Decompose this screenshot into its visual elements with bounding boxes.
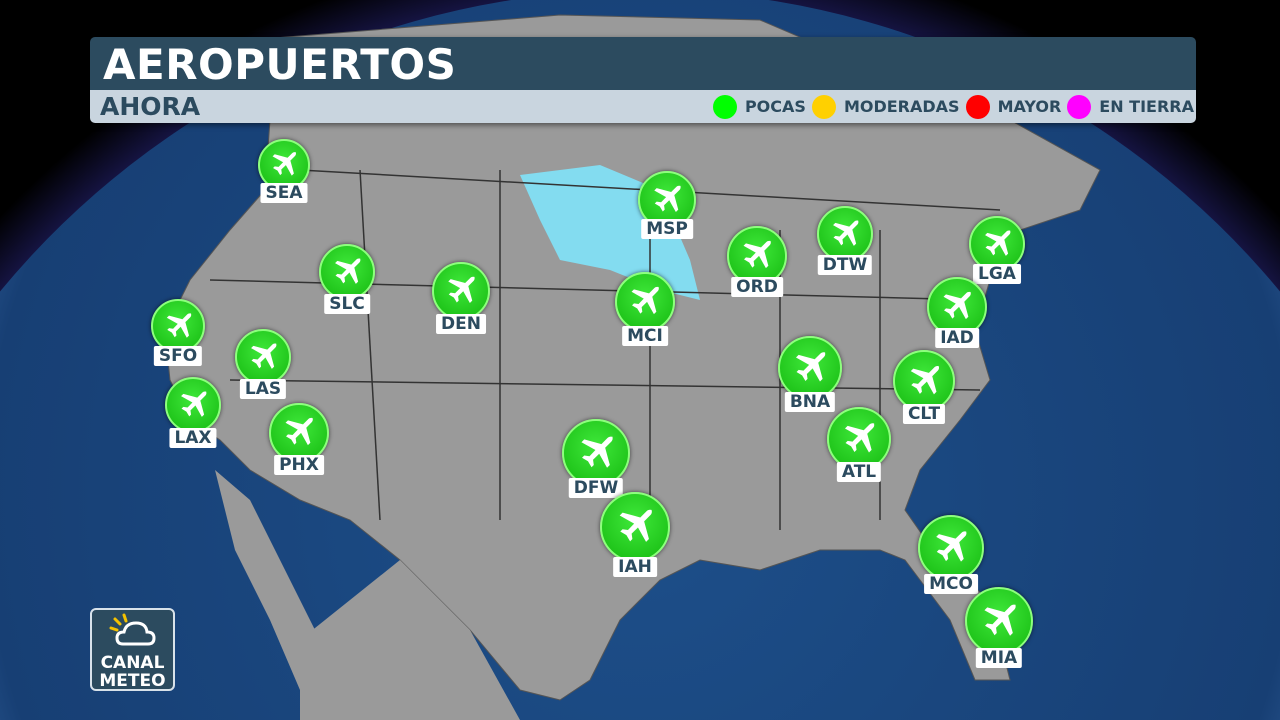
airplane-icon: [562, 419, 630, 487]
airport-marker-mia[interactable]: MIA: [965, 587, 1033, 668]
legend-label: MAYOR: [997, 97, 1062, 116]
header-panel: AEROPUERTOS AHORA POCAS MODERADAS MAYOR EN …: [90, 37, 1196, 123]
airport-marker-mco[interactable]: MCO: [918, 515, 984, 594]
logo-line-1: CANAL: [100, 653, 165, 673]
airport-marker-dtw[interactable]: DTW: [817, 206, 873, 275]
airplane-icon: [727, 226, 787, 286]
airport-marker-atl[interactable]: ATL: [827, 407, 891, 482]
airport-code: MCO: [924, 574, 978, 594]
airport-code: LAS: [239, 379, 287, 399]
airport-marker-iad[interactable]: IAD: [927, 277, 987, 348]
airplane-icon: [151, 299, 205, 353]
airplane-icon: [615, 272, 675, 332]
airport-marker-sfo[interactable]: SFO: [151, 299, 205, 366]
page-title: AEROPUERTOS: [90, 37, 1196, 90]
page-subtitle: AHORA: [100, 92, 201, 121]
airplane-icon: [269, 403, 329, 463]
legend-label: POCAS: [744, 97, 806, 116]
legend-item: EN TIERRA: [1067, 94, 1194, 119]
baja-california: [215, 470, 330, 690]
airplane-icon: [817, 206, 873, 262]
airport-code: PHX: [274, 455, 324, 475]
legend-dot: [1067, 94, 1092, 119]
airport-code: ORD: [731, 277, 783, 297]
airplane-icon: [893, 350, 955, 412]
airport-code: SFO: [153, 346, 203, 366]
airplane-icon: [319, 244, 375, 300]
airport-marker-iah[interactable]: IAH: [600, 492, 670, 577]
airport-code: MIA: [975, 648, 1023, 668]
airport-code: LGA: [973, 264, 1021, 284]
legend-dot: [811, 94, 836, 119]
mexico: [300, 560, 520, 720]
logo-line-2: METEO: [99, 671, 166, 691]
legend-item: MAYOR: [965, 94, 1062, 119]
legend: POCAS MODERADAS MAYOR EN TIERRA: [707, 90, 1194, 123]
airplane-icon: [969, 216, 1025, 272]
airport-code: ATL: [836, 462, 882, 482]
airport-marker-sea[interactable]: SEA: [258, 139, 310, 203]
airport-marker-clt[interactable]: CLT: [893, 350, 955, 424]
legend-dot: [965, 94, 990, 119]
airport-marker-slc[interactable]: SLC: [319, 244, 375, 314]
legend-label: EN TIERRA: [1099, 97, 1194, 116]
airport-code: MSP: [641, 219, 693, 239]
airport-marker-lga[interactable]: LGA: [969, 216, 1025, 284]
airport-code: DEN: [436, 314, 486, 334]
canal-meteo-logo: CANAL METEO: [90, 608, 175, 691]
airport-code: SEA: [260, 183, 308, 203]
legend-dot: [712, 94, 737, 119]
sun-cloud-icon: [109, 613, 156, 646]
airplane-icon: [918, 515, 984, 581]
airplane-icon: [432, 262, 490, 320]
airport-code: IAD: [935, 328, 979, 348]
airplane-icon: [965, 587, 1033, 655]
airport-code: DTW: [817, 255, 873, 275]
legend-label: MODERADAS: [843, 97, 960, 116]
airport-marker-dfw[interactable]: DFW: [562, 419, 630, 498]
airport-marker-ord[interactable]: ORD: [727, 226, 787, 297]
airport-code: DFW: [568, 478, 624, 498]
airport-code: SLC: [324, 294, 370, 314]
airplane-icon: [600, 492, 670, 562]
airport-marker-bna[interactable]: BNA: [778, 336, 842, 412]
airplane-icon: [235, 329, 291, 385]
airport-code: LAX: [169, 428, 217, 448]
airplane-icon: [778, 336, 842, 400]
legend-item: MODERADAS: [811, 94, 960, 119]
airport-marker-phx[interactable]: PHX: [269, 403, 329, 475]
legend-item: POCAS: [712, 94, 806, 119]
airport-code: BNA: [784, 392, 836, 412]
airport-code: MCI: [622, 326, 668, 346]
airport-marker-msp[interactable]: MSP: [638, 171, 696, 239]
airport-marker-den[interactable]: DEN: [432, 262, 490, 334]
airport-marker-las[interactable]: LAS: [235, 329, 291, 399]
airplane-icon: [165, 377, 221, 433]
airport-code: CLT: [902, 404, 946, 424]
airport-marker-mci[interactable]: MCI: [615, 272, 675, 346]
airport-code: IAH: [613, 557, 657, 577]
airplane-icon: [827, 407, 891, 471]
airport-marker-lax[interactable]: LAX: [165, 377, 221, 448]
